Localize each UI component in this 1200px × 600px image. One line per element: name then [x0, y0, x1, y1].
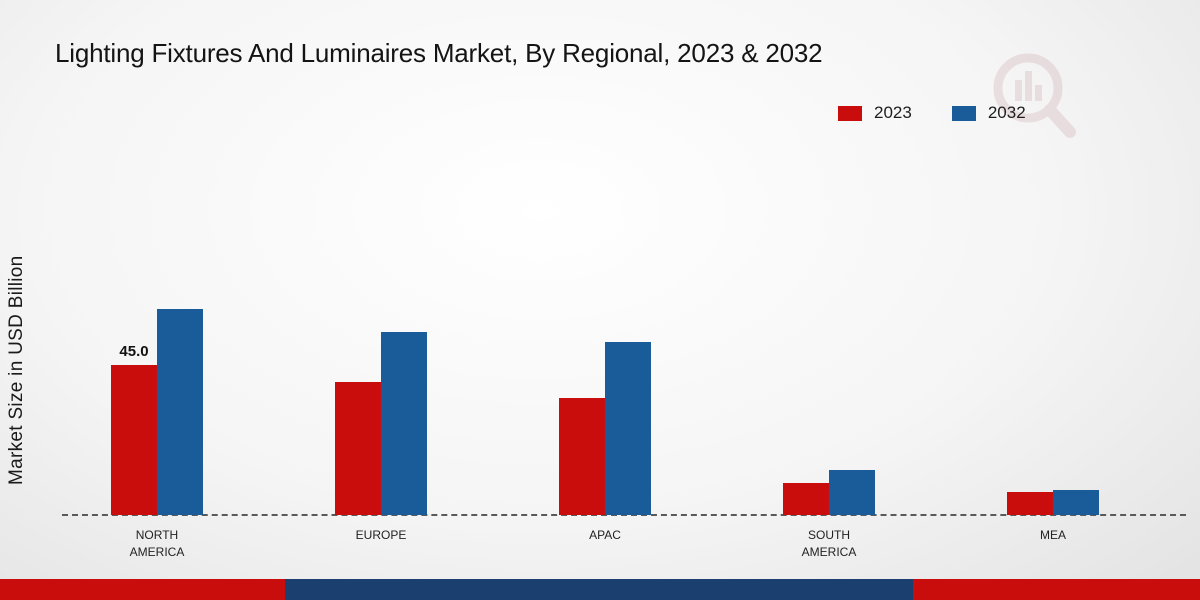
bar-2032-apac — [605, 342, 651, 515]
bar-wrapper — [829, 470, 875, 515]
bar-pair — [783, 470, 875, 515]
bar-wrapper — [157, 309, 203, 515]
bar-wrapper — [335, 382, 381, 515]
x-axis-line — [62, 514, 1186, 516]
footer-accent-bar — [285, 579, 913, 600]
bar-2032-mea — [1053, 490, 1099, 515]
category-label: EUROPE — [355, 528, 407, 542]
bar-2032-europe — [381, 332, 427, 515]
bar-pair — [1007, 490, 1099, 515]
bar-wrapper — [559, 398, 605, 515]
bar-2032-south-america — [829, 470, 875, 515]
category-label: MEA — [1039, 528, 1066, 542]
bar-pair: 45.0 — [111, 309, 203, 515]
footer-stripe — [0, 579, 1200, 600]
bar-wrapper — [605, 342, 651, 515]
legend: 2023 2032 — [838, 103, 1026, 123]
y-axis-label: Market Size in USD Billion — [6, 255, 27, 485]
bar-pair — [559, 342, 651, 515]
legend-swatch-2032 — [951, 105, 976, 121]
bar-2023-europe — [335, 382, 381, 515]
bar-wrapper — [381, 332, 427, 515]
legend-item-2032: 2032 — [951, 103, 1026, 123]
watermark-logo — [982, 50, 1082, 147]
legend-label: 2023 — [874, 103, 912, 122]
bar-pair — [335, 332, 427, 515]
category-label: NORTH AMERICA — [129, 528, 185, 560]
bar-2023-south-america — [783, 483, 829, 515]
bar-wrapper — [1007, 492, 1053, 515]
bar-2032-north-america — [157, 309, 203, 515]
bar-wrapper — [783, 483, 829, 515]
category-label: SOUTH AMERICA — [801, 528, 857, 560]
watermark-magnifier-icon — [993, 53, 1076, 138]
bar-2023-mea — [1007, 492, 1053, 515]
legend-label: 2032 — [987, 103, 1026, 122]
category-label: APAC — [589, 528, 621, 542]
legend-swatch-2023 — [838, 105, 862, 121]
bar-2023-north-america — [111, 365, 157, 515]
chart-title: Lighting Fixtures And Luminaires Market,… — [55, 38, 823, 68]
bar-value-label: 45.0 — [119, 343, 149, 360]
bar-wrapper: 45.0 — [111, 343, 157, 515]
bar-2023-apac — [559, 398, 605, 515]
legend-item-2023: 2023 — [838, 103, 912, 123]
bar-wrapper — [1053, 490, 1099, 515]
